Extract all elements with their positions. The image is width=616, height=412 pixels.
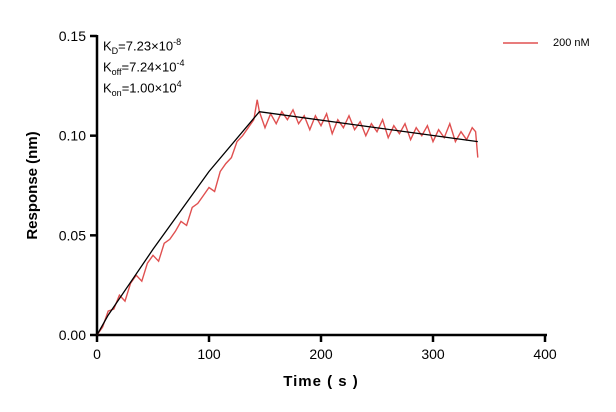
x-tick-label: 100 <box>197 346 221 362</box>
data-series-line <box>96 99 479 336</box>
y-tick-label: 0.15 <box>59 28 86 44</box>
x-tick-label: 400 <box>533 346 557 362</box>
kon-annotation: Kon=1.00×104 <box>103 79 182 98</box>
kd-annotation: KD=7.23×10-8 <box>103 37 182 56</box>
x-tick-label: 200 <box>309 346 333 362</box>
x-tick-label: 0 <box>93 346 101 362</box>
fit-line <box>96 111 478 336</box>
y-axis-label: Response (nm) <box>24 131 41 239</box>
x-tick-label: 300 <box>421 346 445 362</box>
y-tick-label: 0.05 <box>59 227 86 243</box>
x-axis-label: Time ( s ) <box>283 373 359 390</box>
koff-annotation: Koff=7.24×10-4 <box>103 58 185 77</box>
y-tick-label: 0.00 <box>59 327 86 343</box>
y-tick-label: 0.10 <box>59 128 86 144</box>
legend-label: 200 nM <box>553 37 590 49</box>
